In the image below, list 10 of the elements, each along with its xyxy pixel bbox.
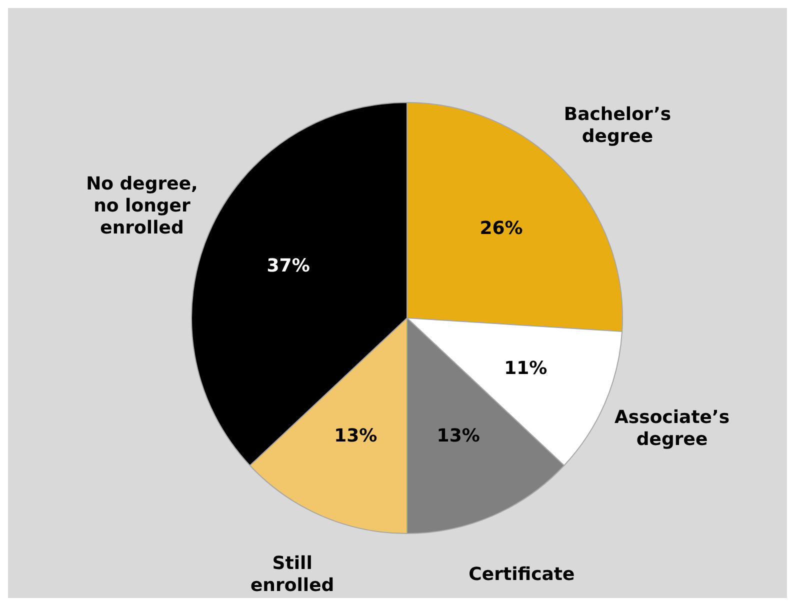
data-label: 11% (504, 358, 548, 380)
slice-label: Bachelor’s degree (564, 104, 672, 147)
slice-label: Still enrolled (250, 552, 334, 596)
data-label: 13% (436, 425, 480, 446)
slice-label: No degree, no longer enrolled (86, 173, 198, 238)
data-label: 13% (334, 425, 378, 446)
data-label: 37% (266, 255, 310, 276)
data-label: 26% (480, 218, 523, 240)
slice-label: Certificate (468, 564, 575, 585)
slice-label: Associate’s degree (614, 406, 730, 450)
